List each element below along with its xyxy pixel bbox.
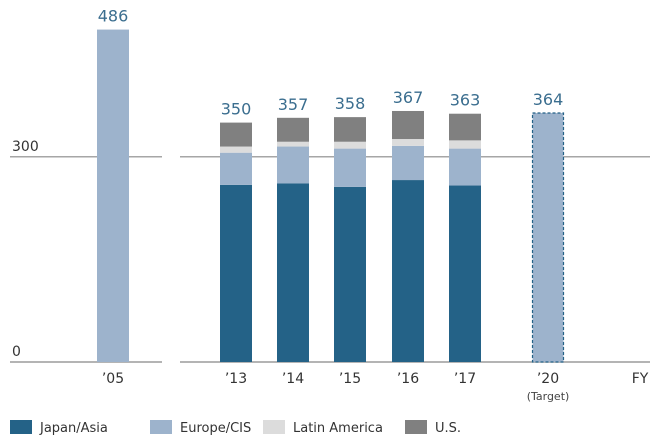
- bar-segment: [220, 122, 252, 147]
- legend-swatch: [405, 420, 427, 434]
- x-tick-label: ’05: [102, 371, 124, 387]
- total-label: 364: [533, 90, 564, 109]
- x-tick-label: ’16: [397, 371, 419, 387]
- legend-swatch: [10, 420, 32, 434]
- total-label: 357: [278, 95, 309, 114]
- bar-segment: [449, 140, 481, 149]
- total-label: 363: [450, 91, 481, 110]
- legend-swatch: [150, 420, 172, 434]
- legend-label: Europe/CIS: [180, 421, 251, 436]
- bar-segment: [334, 148, 366, 187]
- bar-segment: [277, 117, 309, 142]
- bar-segment: [277, 183, 309, 362]
- bar-segment: [449, 185, 481, 362]
- x-axis-label: FY: [632, 371, 649, 387]
- bar-segment: [449, 113, 481, 141]
- total-label: 367: [393, 88, 424, 107]
- bar-segment: [97, 29, 129, 363]
- total-label: 358: [335, 94, 366, 113]
- legend-label: Japan/Asia: [39, 421, 108, 436]
- bar-segment: [334, 141, 366, 149]
- bar-segment: [392, 145, 424, 181]
- x-tick-label: ’14: [282, 371, 304, 387]
- y-tick-label: 300: [12, 139, 39, 155]
- target-label: (Target): [527, 390, 570, 403]
- legend-label: U.S.: [435, 421, 461, 436]
- total-label: 350: [221, 100, 252, 119]
- legend-label: Latin America: [293, 421, 383, 436]
- x-tick-label: ’15: [339, 371, 361, 387]
- bar-segment: [392, 180, 424, 362]
- x-tick-label: ’20: [537, 371, 559, 387]
- bar-segment: [220, 184, 252, 362]
- target-bar: [531, 112, 565, 363]
- y-tick-label: 0: [12, 344, 21, 360]
- x-tick-label: ’13: [225, 371, 247, 387]
- bar-segment: [392, 139, 424, 146]
- bar-segment: [334, 117, 366, 142]
- bar-segment: [277, 141, 309, 147]
- bar-segment: [392, 110, 424, 140]
- bar-segment: [334, 186, 366, 362]
- legend-swatch: [263, 420, 285, 434]
- x-tick-label: ’17: [454, 371, 476, 387]
- bar-segment: [449, 148, 481, 186]
- bar-segment: [277, 146, 309, 184]
- bar-segment: [220, 146, 252, 153]
- total-label: 486: [98, 7, 129, 26]
- bar-segment: [220, 152, 252, 185]
